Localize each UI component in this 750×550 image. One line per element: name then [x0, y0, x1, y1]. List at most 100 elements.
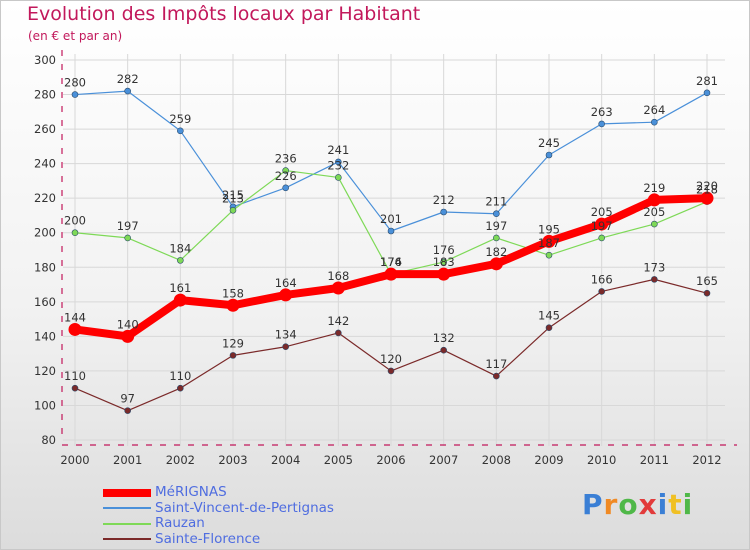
data-point: [489, 257, 503, 271]
data-label: 197: [485, 219, 507, 233]
data-point: [331, 281, 345, 295]
data-label: 117: [485, 357, 507, 371]
data-label: 110: [169, 369, 191, 383]
data-label: 140: [117, 317, 139, 331]
x-tick-label: 2005: [324, 453, 353, 467]
data-label: 241: [327, 143, 349, 157]
data-point: [384, 267, 398, 281]
data-label: 120: [380, 352, 402, 366]
y-tick-label: 180: [34, 260, 56, 274]
legend-swatch: [103, 488, 151, 497]
data-label: 232: [327, 158, 349, 172]
logo-letter: t: [668, 488, 683, 521]
data-label: 280: [64, 76, 86, 90]
data-label: 212: [433, 193, 455, 207]
data-point: [335, 158, 342, 166]
x-tick-label: 2010: [587, 453, 616, 467]
legend-swatch: [103, 538, 151, 541]
data-point: [387, 227, 395, 235]
x-tick-label: 2000: [60, 453, 89, 467]
data-label: 215: [222, 188, 244, 202]
data-point: [229, 206, 237, 214]
data-label: 142: [327, 314, 349, 328]
data-label: 197: [117, 219, 139, 233]
data-point: [226, 298, 240, 312]
data-label: 97: [120, 392, 135, 406]
data-point: [703, 289, 711, 297]
x-tick-label: 2006: [376, 453, 405, 467]
logo-letter: o: [618, 488, 639, 521]
y-tick-label: 300: [34, 53, 56, 67]
data-point: [440, 208, 447, 216]
data-label: 165: [696, 274, 718, 288]
y-tick-label: 260: [34, 122, 56, 136]
data-point: [121, 329, 135, 343]
data-point: [124, 87, 131, 95]
data-label: 176: [380, 255, 402, 269]
data-point: [177, 257, 184, 264]
chart-title: Evolution des Impôts locaux par Habitant: [27, 3, 421, 25]
data-point: [598, 120, 605, 128]
data-label: 110: [64, 369, 86, 383]
data-label: 174: [380, 255, 402, 269]
data-label: 200: [64, 214, 86, 228]
y-tick-label: 80: [41, 433, 56, 447]
y-tick-label: 140: [34, 329, 56, 343]
legend-label: Saint-Vincent-de-Pertignas: [155, 499, 334, 516]
data-label: 220: [696, 179, 718, 193]
data-label: 205: [591, 205, 613, 219]
data-label: 281: [696, 74, 718, 88]
data-point: [545, 251, 553, 259]
chart-subtitle: (en € et par an): [28, 29, 123, 43]
x-tick-label: 2003: [218, 453, 247, 467]
x-tick-label: 2012: [692, 453, 721, 467]
data-point: [68, 322, 82, 336]
legend-swatch: [103, 522, 151, 525]
data-point: [124, 407, 131, 414]
data-point: [177, 384, 184, 392]
data-label: 205: [643, 205, 665, 219]
legend-label: Rauzan: [155, 515, 205, 531]
data-label: 197: [591, 219, 613, 233]
legend-label: Sainte-Florence: [155, 530, 261, 547]
data-label: 218: [696, 183, 718, 197]
y-tick-label: 220: [34, 191, 56, 205]
data-label: 166: [591, 272, 613, 286]
y-tick-label: 280: [34, 88, 56, 102]
series-layer: [68, 87, 714, 414]
data-point: [335, 174, 342, 181]
y-tick-label: 240: [34, 157, 56, 171]
data-point: [493, 372, 500, 380]
data-label: 187: [538, 236, 560, 250]
data-point: [387, 367, 395, 375]
data-label: 226: [275, 169, 297, 183]
data-label: 263: [591, 105, 613, 119]
data-point: [229, 352, 237, 359]
x-tick-label: 2008: [482, 453, 511, 467]
data-label: 182: [485, 245, 507, 259]
data-point: [282, 343, 289, 351]
data-label: 145: [538, 309, 560, 323]
data-point: [651, 118, 658, 126]
logo-letter: x: [638, 488, 658, 521]
data-point: [598, 234, 605, 242]
data-point: [440, 346, 447, 354]
data-label: 158: [222, 286, 244, 300]
data-label: 195: [538, 222, 560, 236]
data-label: 173: [643, 260, 665, 274]
data-point: [493, 234, 500, 242]
x-tick-label: 2011: [640, 453, 669, 467]
data-point: [173, 293, 187, 307]
data-label: 184: [169, 241, 191, 255]
x-tick-label: 2001: [113, 453, 142, 467]
logo-letter: i: [682, 488, 694, 521]
axis-layer: 80 100 120 140 160 180 200 220 240 260 280 300 2000 2…: [34, 50, 737, 467]
logo-letter: i: [657, 488, 669, 521]
data-point: [595, 217, 609, 231]
proxiti-logo: Proxiti: [582, 488, 693, 521]
data-label: 236: [275, 152, 297, 166]
data-point: [545, 151, 553, 159]
legend-label: MéRIGNAS: [155, 484, 227, 500]
data-point: [647, 193, 661, 207]
